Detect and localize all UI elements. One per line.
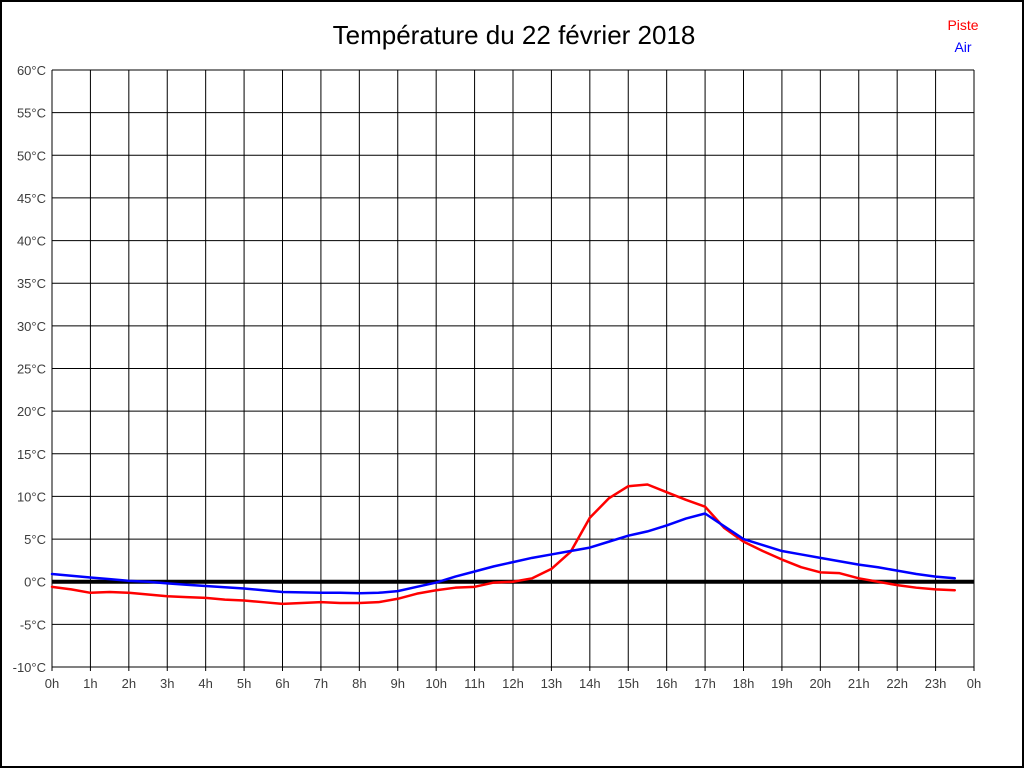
- y-tick-label: 60°C: [17, 63, 46, 78]
- x-tick-label: 16h: [656, 676, 678, 691]
- x-tick-label: 15h: [617, 676, 639, 691]
- y-tick-label: 30°C: [17, 319, 46, 334]
- x-tick-label: 11h: [464, 676, 485, 691]
- x-tick-label: 6h: [275, 676, 289, 691]
- y-tick-label: 40°C: [17, 234, 46, 249]
- legend-piste-label: Piste: [947, 17, 979, 33]
- chart-title: Température du 22 février 2018: [332, 20, 696, 50]
- legend: Piste Air: [931, 14, 995, 58]
- x-tick-label: 8h: [352, 676, 366, 691]
- y-tick-label: 25°C: [17, 362, 46, 377]
- y-tick-label: -10°C: [13, 660, 46, 675]
- y-tick-label: 50°C: [17, 148, 46, 163]
- y-tick-label: 15°C: [17, 447, 46, 462]
- x-tick-label: 4h: [198, 676, 212, 691]
- x-tick-label: 0h: [45, 676, 59, 691]
- x-tick-label: 2h: [122, 676, 136, 691]
- x-tick-label: 13h: [541, 676, 563, 691]
- x-tick-label: 1h: [83, 676, 97, 691]
- x-tick-label: 21h: [848, 676, 870, 691]
- y-tick-label: 55°C: [17, 106, 46, 121]
- legend-air-label: Air: [954, 39, 972, 55]
- x-tick-label: 18h: [733, 676, 755, 691]
- x-tick-label: 17h: [694, 676, 716, 691]
- x-tick-label: 20h: [809, 676, 831, 691]
- y-tick-label: -5°C: [20, 617, 46, 632]
- y-tick-label: 5°C: [24, 532, 46, 547]
- series-air-line: [50, 512, 957, 595]
- x-tick-label: 9h: [391, 676, 405, 691]
- y-tick-label: 0°C: [24, 575, 46, 590]
- y-tick-label: 10°C: [17, 489, 46, 504]
- y-tick-label: 20°C: [17, 404, 46, 419]
- x-tick-label: 23h: [925, 676, 947, 691]
- y-tick-label: 45°C: [17, 191, 46, 206]
- x-tick-label: 14h: [579, 676, 601, 691]
- x-tick-label: 19h: [771, 676, 793, 691]
- x-tick-label: 0h: [967, 676, 981, 691]
- x-tick-label: 5h: [237, 676, 251, 691]
- x-tick-label: 7h: [314, 676, 328, 691]
- series-piste-line: [50, 483, 957, 606]
- x-tick-label: 3h: [160, 676, 174, 691]
- x-tick-label: 12h: [502, 676, 524, 691]
- x-tick-label: 10h: [425, 676, 447, 691]
- y-tick-label: 35°C: [17, 276, 46, 291]
- x-tick-label: 22h: [886, 676, 908, 691]
